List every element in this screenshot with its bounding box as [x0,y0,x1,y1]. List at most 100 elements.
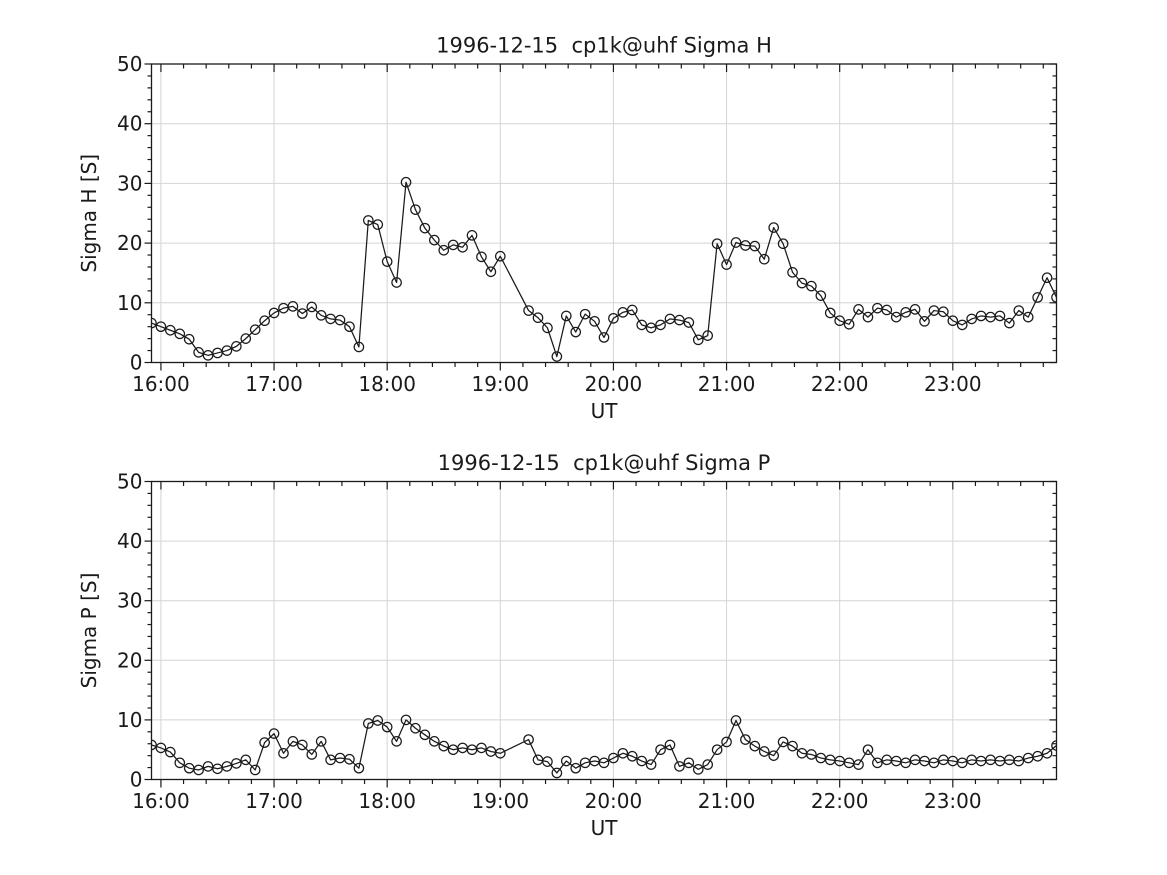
data-point-marker [947,315,959,327]
data-point-marker [240,333,252,344]
data-point-marker [249,324,261,335]
x-tick-label: 17:00 [245,789,303,813]
tick-marks [144,480,1057,788]
data-point-marker [956,319,968,331]
data-point-marker [419,729,431,741]
y-tick-label: 30 [117,171,142,195]
data-point-marker [542,322,553,334]
data-point-marker [174,328,186,340]
x-axis-label: UT [591,399,619,423]
data-point-marker [768,750,780,761]
y-tick-label: 20 [117,231,142,255]
data-point-marker [231,758,242,769]
data-point-marker [353,341,365,353]
data-point-marker [353,762,365,774]
data-point-marker [994,310,1006,322]
data-point-marker [872,757,883,769]
data-point-marker [249,764,261,776]
data-point-marker [777,736,789,748]
data-point-marker [560,755,572,767]
data-point-marker [919,315,930,327]
data-point-marker [683,757,695,769]
sigma-p-chart: 1996-12-15 cp1k@uhf Sigma P UT Sigma P [S]… [77,451,1070,840]
data-point-marker [598,757,610,769]
data-point-marker [306,749,318,760]
data-point-marker [758,746,770,757]
data-point-marker [702,330,714,341]
x-tick-label: 18:00 [358,789,416,813]
data-point-marker [494,250,506,262]
data-point-marker [428,736,440,747]
data-point-marker [1061,749,1070,758]
data-point-marker [966,313,977,325]
data-point-marker [608,312,619,324]
data-point-marker [551,351,563,362]
data-point-marker [570,762,582,774]
data-point-marker [240,754,252,766]
data-point-marker [381,256,393,267]
data-point-marker [702,759,714,770]
data-point-marker [259,315,270,327]
data-point-marker [1032,750,1043,762]
data-point-marker [834,315,846,327]
data-point-marker [1051,292,1057,303]
data-point-marker [165,324,176,336]
data-point-marker [523,305,534,316]
data-point-marker [344,753,355,765]
data-point-marker [711,744,723,756]
data-point-marker [824,307,836,319]
data-point-marker [297,308,308,319]
y-tick-label: 40 [117,529,142,553]
data-point-marker [193,764,204,776]
data-point-marker [1004,317,1015,329]
data-point-marker [938,306,949,318]
data-point-marker [806,280,817,292]
data-point-marker [438,244,450,256]
data-layer [151,176,1057,362]
data-point-marker [174,757,186,769]
y-tick-label: 50 [117,470,142,494]
data-line [151,181,1057,358]
y-tick-label: 10 [117,291,142,315]
data-point-marker [1041,747,1053,759]
x-tick-label: 17:00 [245,372,303,396]
data-point-marker [560,310,572,322]
x-tick-label: 19:00 [471,372,529,396]
data-point-marker [683,317,695,328]
data-point-marker [796,277,808,289]
data-point-marker [692,764,704,775]
data-point-marker [315,310,327,321]
x-tick-label: 21:00 [698,372,756,396]
data-point-marker [155,321,167,333]
data-point-marker [636,319,648,331]
data-point-marker [806,749,817,760]
gridlines [151,481,1057,780]
gridlines [151,64,1057,363]
data-point-marker [645,322,657,334]
data-point-marker [438,740,450,752]
data-point-marker [956,757,968,769]
data-point-marker [862,311,874,323]
data-point-marker [532,312,544,324]
data-point-marker [692,334,704,346]
data-point-marker [758,253,770,265]
y-tick-label: 0 [130,351,143,375]
data-point-marker [711,238,723,250]
x-tick-label: 23:00 [924,372,982,396]
data-point-marker [372,219,384,230]
data-point-marker [457,241,468,253]
data-point-marker [900,307,911,318]
data-point-marker [664,739,676,751]
data-point-marker [853,304,864,315]
data-point-marker [843,318,855,330]
data-point-marker [221,761,233,772]
data-point-marker [1051,740,1057,751]
data-point-marker [1032,292,1043,303]
data-point-marker [523,734,534,745]
data-point-marker [155,742,167,754]
x-tick-label: 19:00 [471,789,529,813]
data-point-marker [1013,755,1025,767]
data-point-marker [1022,311,1034,323]
data-layer [151,714,1070,779]
